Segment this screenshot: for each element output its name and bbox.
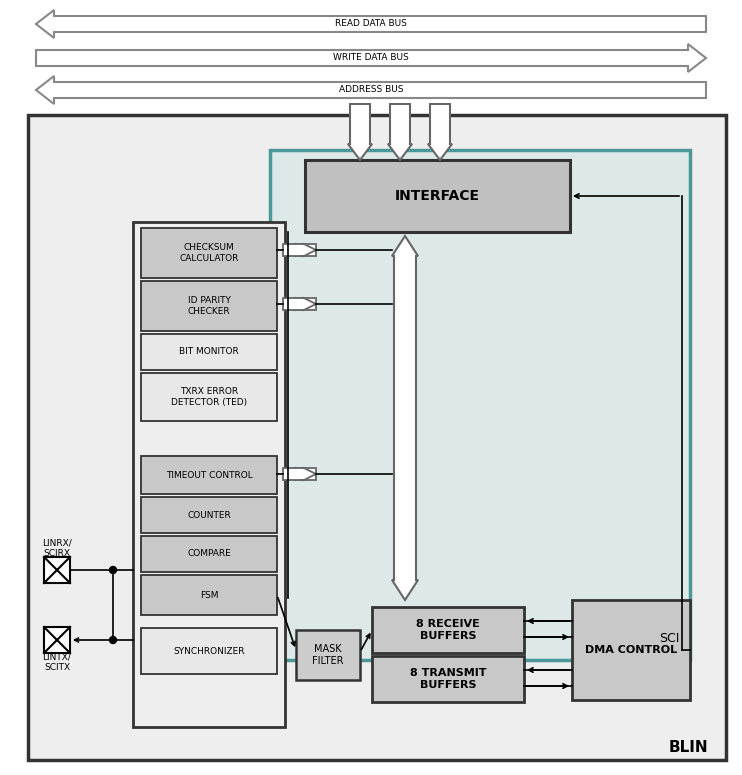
Text: INTERFACE: INTERFACE bbox=[395, 189, 480, 203]
Text: LINRX/
SCIRX: LINRX/ SCIRX bbox=[42, 539, 72, 558]
Bar bbox=[133, 222, 285, 727]
Bar bbox=[141, 456, 277, 494]
Polygon shape bbox=[36, 10, 706, 38]
Text: WRITE DATA BUS: WRITE DATA BUS bbox=[333, 53, 409, 63]
Bar bbox=[296, 630, 360, 680]
Text: FSM: FSM bbox=[200, 591, 218, 600]
Text: TXRX ERROR
DETECTOR (TED): TXRX ERROR DETECTOR (TED) bbox=[171, 388, 247, 407]
Text: LINTX/
SCITX: LINTX/ SCITX bbox=[42, 653, 71, 672]
Polygon shape bbox=[392, 236, 418, 600]
Polygon shape bbox=[283, 467, 316, 480]
Bar bbox=[141, 575, 277, 615]
Polygon shape bbox=[388, 104, 412, 160]
Text: BLIN: BLIN bbox=[669, 740, 708, 756]
Polygon shape bbox=[428, 104, 452, 160]
Bar bbox=[141, 373, 277, 421]
Bar bbox=[44, 557, 70, 583]
Text: ADDRESS BUS: ADDRESS BUS bbox=[339, 85, 403, 95]
Text: SCI: SCI bbox=[660, 632, 680, 645]
Polygon shape bbox=[283, 243, 316, 257]
Bar bbox=[270, 150, 690, 660]
Polygon shape bbox=[283, 298, 316, 311]
Bar bbox=[141, 228, 277, 278]
Circle shape bbox=[110, 636, 116, 643]
Polygon shape bbox=[283, 298, 316, 311]
Polygon shape bbox=[283, 243, 316, 257]
Bar bbox=[141, 536, 277, 572]
Circle shape bbox=[110, 567, 116, 574]
Text: COMPARE: COMPARE bbox=[187, 549, 231, 559]
Polygon shape bbox=[36, 76, 706, 104]
Text: ID PARITY
CHECKER: ID PARITY CHECKER bbox=[188, 296, 231, 315]
Text: COUNTER: COUNTER bbox=[187, 511, 231, 519]
Bar bbox=[28, 115, 726, 760]
Text: 8 TRANSMIT
BUFFERS: 8 TRANSMIT BUFFERS bbox=[410, 668, 486, 690]
Text: READ DATA BUS: READ DATA BUS bbox=[335, 19, 407, 29]
Text: TIMEOUT CONTROL: TIMEOUT CONTROL bbox=[165, 470, 252, 480]
Bar bbox=[305, 160, 570, 232]
Text: SYNCHRONIZER: SYNCHRONIZER bbox=[173, 646, 245, 656]
Bar bbox=[141, 497, 277, 533]
Bar bbox=[141, 281, 277, 331]
Text: 8 RECEIVE
BUFFERS: 8 RECEIVE BUFFERS bbox=[416, 619, 480, 641]
Bar bbox=[372, 607, 524, 653]
Bar bbox=[372, 656, 524, 702]
Polygon shape bbox=[36, 44, 706, 72]
Text: CHECKSUM
CALCULATOR: CHECKSUM CALCULATOR bbox=[180, 243, 239, 263]
Text: DMA CONTROL: DMA CONTROL bbox=[585, 645, 677, 655]
Bar bbox=[572, 600, 690, 700]
Bar bbox=[44, 627, 70, 653]
Text: BIT MONITOR: BIT MONITOR bbox=[179, 347, 239, 356]
Bar bbox=[141, 334, 277, 370]
Bar bbox=[141, 628, 277, 674]
Polygon shape bbox=[283, 467, 316, 480]
Text: MASK
FILTER: MASK FILTER bbox=[312, 644, 344, 666]
Polygon shape bbox=[348, 104, 372, 160]
